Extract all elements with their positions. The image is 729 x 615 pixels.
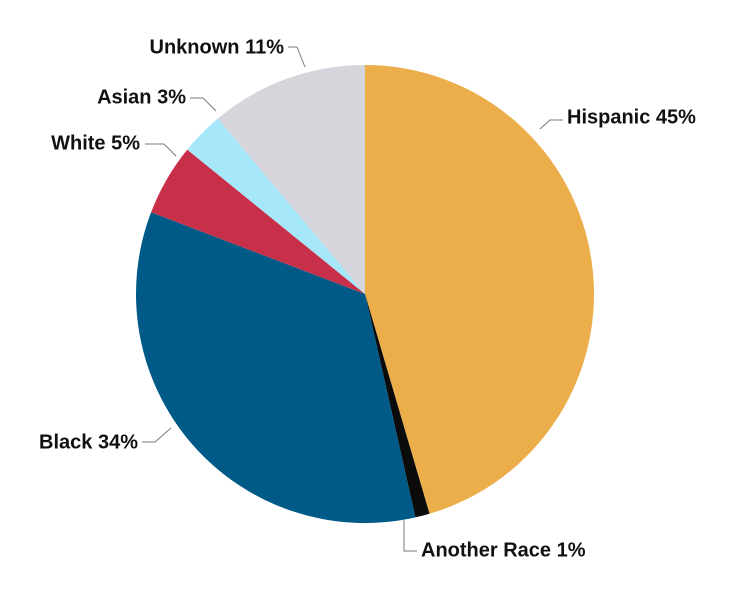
data-label-white: White 5% xyxy=(51,132,140,154)
leader-line-white xyxy=(145,143,177,157)
pie-slice-white xyxy=(151,149,365,294)
leader-line-asian xyxy=(190,97,217,112)
labels-layer: Hispanic 45% Another Race 1% Black 34% Whit… xyxy=(39,36,696,561)
data-label-another-race: Another Race 1% xyxy=(421,539,586,561)
pie-slice-black xyxy=(136,212,416,523)
data-label-black: Black 34% xyxy=(39,431,138,453)
leader-line-black xyxy=(142,427,172,443)
pie-slice-asian xyxy=(187,118,365,294)
pie-slice-hispanic xyxy=(365,65,594,514)
data-label-asian: Asian 3% xyxy=(97,86,186,108)
data-label-hispanic: Hispanic 45% xyxy=(567,106,696,128)
pie-slice-unknown xyxy=(217,65,365,294)
leader-lines-layer xyxy=(142,46,563,552)
leader-line-unknown xyxy=(288,46,306,68)
pie-slice-another-race xyxy=(365,294,430,518)
leader-line-hispanic xyxy=(539,119,563,130)
slices-layer xyxy=(136,65,594,523)
data-label-unknown: Unknown 11% xyxy=(150,36,285,58)
leader-line-another-race xyxy=(403,520,417,552)
